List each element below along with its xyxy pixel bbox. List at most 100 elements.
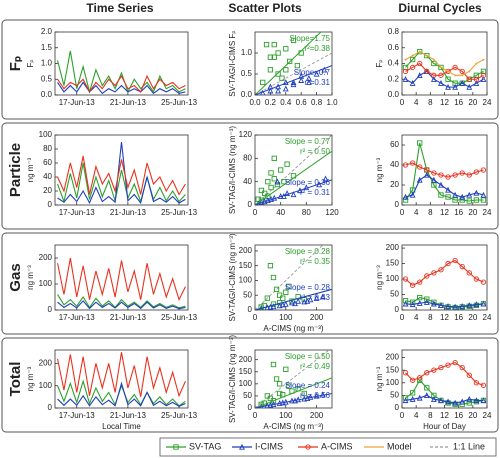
x-tick-label: 0.6	[296, 98, 308, 107]
marker	[480, 197, 487, 203]
marker	[402, 300, 409, 307]
series-line	[57, 294, 186, 309]
marker	[283, 46, 289, 52]
marker	[447, 70, 450, 73]
marker	[423, 299, 430, 305]
marker	[301, 298, 308, 305]
marker	[439, 66, 442, 69]
marker	[459, 68, 465, 75]
marker	[445, 303, 451, 309]
y-tick-label: 0	[48, 305, 53, 314]
marker	[431, 182, 437, 188]
marker	[431, 60, 437, 67]
x-tick-label: 0	[400, 98, 405, 107]
series-line	[405, 162, 484, 178]
marker	[480, 279, 487, 285]
x-tick-label: 25-Jun-13	[161, 411, 198, 420]
marker	[411, 54, 414, 57]
marker	[466, 400, 472, 406]
r2-label: r² = 0.31	[300, 188, 331, 197]
y-tick-label: 200	[239, 246, 253, 255]
y-axis-label: Fₚ	[375, 59, 384, 67]
y-axis-label: ng m⁻³	[375, 366, 384, 391]
marker	[402, 64, 409, 71]
marker	[268, 170, 274, 176]
legend-label: 1:1 Line	[453, 441, 485, 451]
x-tick-label: 16	[454, 208, 463, 217]
marker	[402, 276, 409, 282]
marker	[276, 292, 283, 298]
x-tick-label: 1.0	[326, 98, 338, 107]
marker	[404, 58, 407, 61]
y-tick-label: 100	[386, 274, 400, 283]
marker	[265, 179, 271, 185]
x-tick-label: 4	[414, 208, 419, 217]
plot-area	[57, 352, 186, 407]
y-tick-label: 100	[239, 379, 253, 388]
y-tick-label: 150	[239, 367, 253, 376]
r2-label: r² = 0.49	[300, 362, 331, 371]
marker	[273, 286, 280, 292]
marker	[480, 397, 487, 404]
x-tick-label: 17-Jun-13	[59, 98, 96, 107]
x-tick-label: 16	[454, 411, 463, 420]
y-tick-label: 0	[48, 200, 53, 209]
marker	[264, 304, 271, 310]
y-tick-label: 60	[43, 158, 52, 167]
marker	[459, 303, 466, 309]
x-tick-label: 21-Jun-13	[110, 313, 147, 322]
marker	[438, 79, 444, 86]
legend-label: A-CIMS	[321, 441, 353, 451]
marker	[466, 395, 473, 402]
marker	[270, 274, 277, 281]
marker	[445, 76, 451, 82]
row-box	[1, 19, 499, 120]
series-line	[57, 162, 186, 204]
marker	[270, 303, 277, 310]
x-tick-label: 8	[428, 98, 433, 107]
series-line	[405, 142, 484, 202]
marker	[473, 79, 480, 86]
series-line	[57, 50, 186, 94]
marker	[466, 172, 472, 178]
y-axis-label: ng m⁻³	[26, 157, 35, 182]
y-axis-label: SV-TAG/I-CIMS (ng m⁻³)	[228, 233, 237, 321]
marker	[290, 37, 297, 44]
x-tick-label: 12	[440, 313, 449, 322]
marker	[304, 297, 311, 304]
marker	[430, 300, 437, 307]
x-tick-label: 24	[483, 313, 492, 322]
marker	[423, 392, 430, 399]
column-header: Scatter Plots	[228, 1, 302, 15]
x-tick-label: 20	[468, 313, 477, 322]
marker	[274, 181, 281, 188]
row-box	[1, 337, 499, 433]
marker	[319, 293, 326, 300]
marker	[295, 297, 302, 304]
y-tick-label: 80	[243, 153, 252, 162]
x-tick-label: 17-Jun-13	[59, 208, 96, 217]
row-label: Fₚ	[7, 56, 24, 72]
y-tick-label: 40	[43, 172, 52, 181]
y-axis-label: SV-TAG/I-CIMS (ng m⁻³)	[228, 335, 237, 423]
marker	[279, 75, 285, 81]
y-axis-label: SV-TAG/I-CIMS Fₚ	[228, 30, 237, 96]
slope-label: Slope = 0.24	[285, 381, 331, 390]
x-tick-label: 25-Jun-13	[161, 208, 198, 217]
marker	[409, 191, 416, 198]
marker	[267, 263, 274, 269]
y-tick-label: 150	[386, 365, 400, 374]
y-tick-label: 0.0	[388, 90, 400, 99]
marker	[409, 160, 416, 166]
marker	[480, 300, 487, 307]
marker	[459, 79, 466, 86]
y-tick-label: 0.5	[41, 74, 53, 83]
marker	[267, 303, 274, 310]
x-tick-label: 24	[483, 98, 492, 107]
series-line	[57, 155, 186, 196]
marker	[286, 283, 292, 290]
y-tick-label: 200	[386, 353, 400, 362]
x-tick-label: 0.8	[311, 98, 323, 107]
marker	[290, 191, 297, 198]
marker	[473, 72, 480, 78]
